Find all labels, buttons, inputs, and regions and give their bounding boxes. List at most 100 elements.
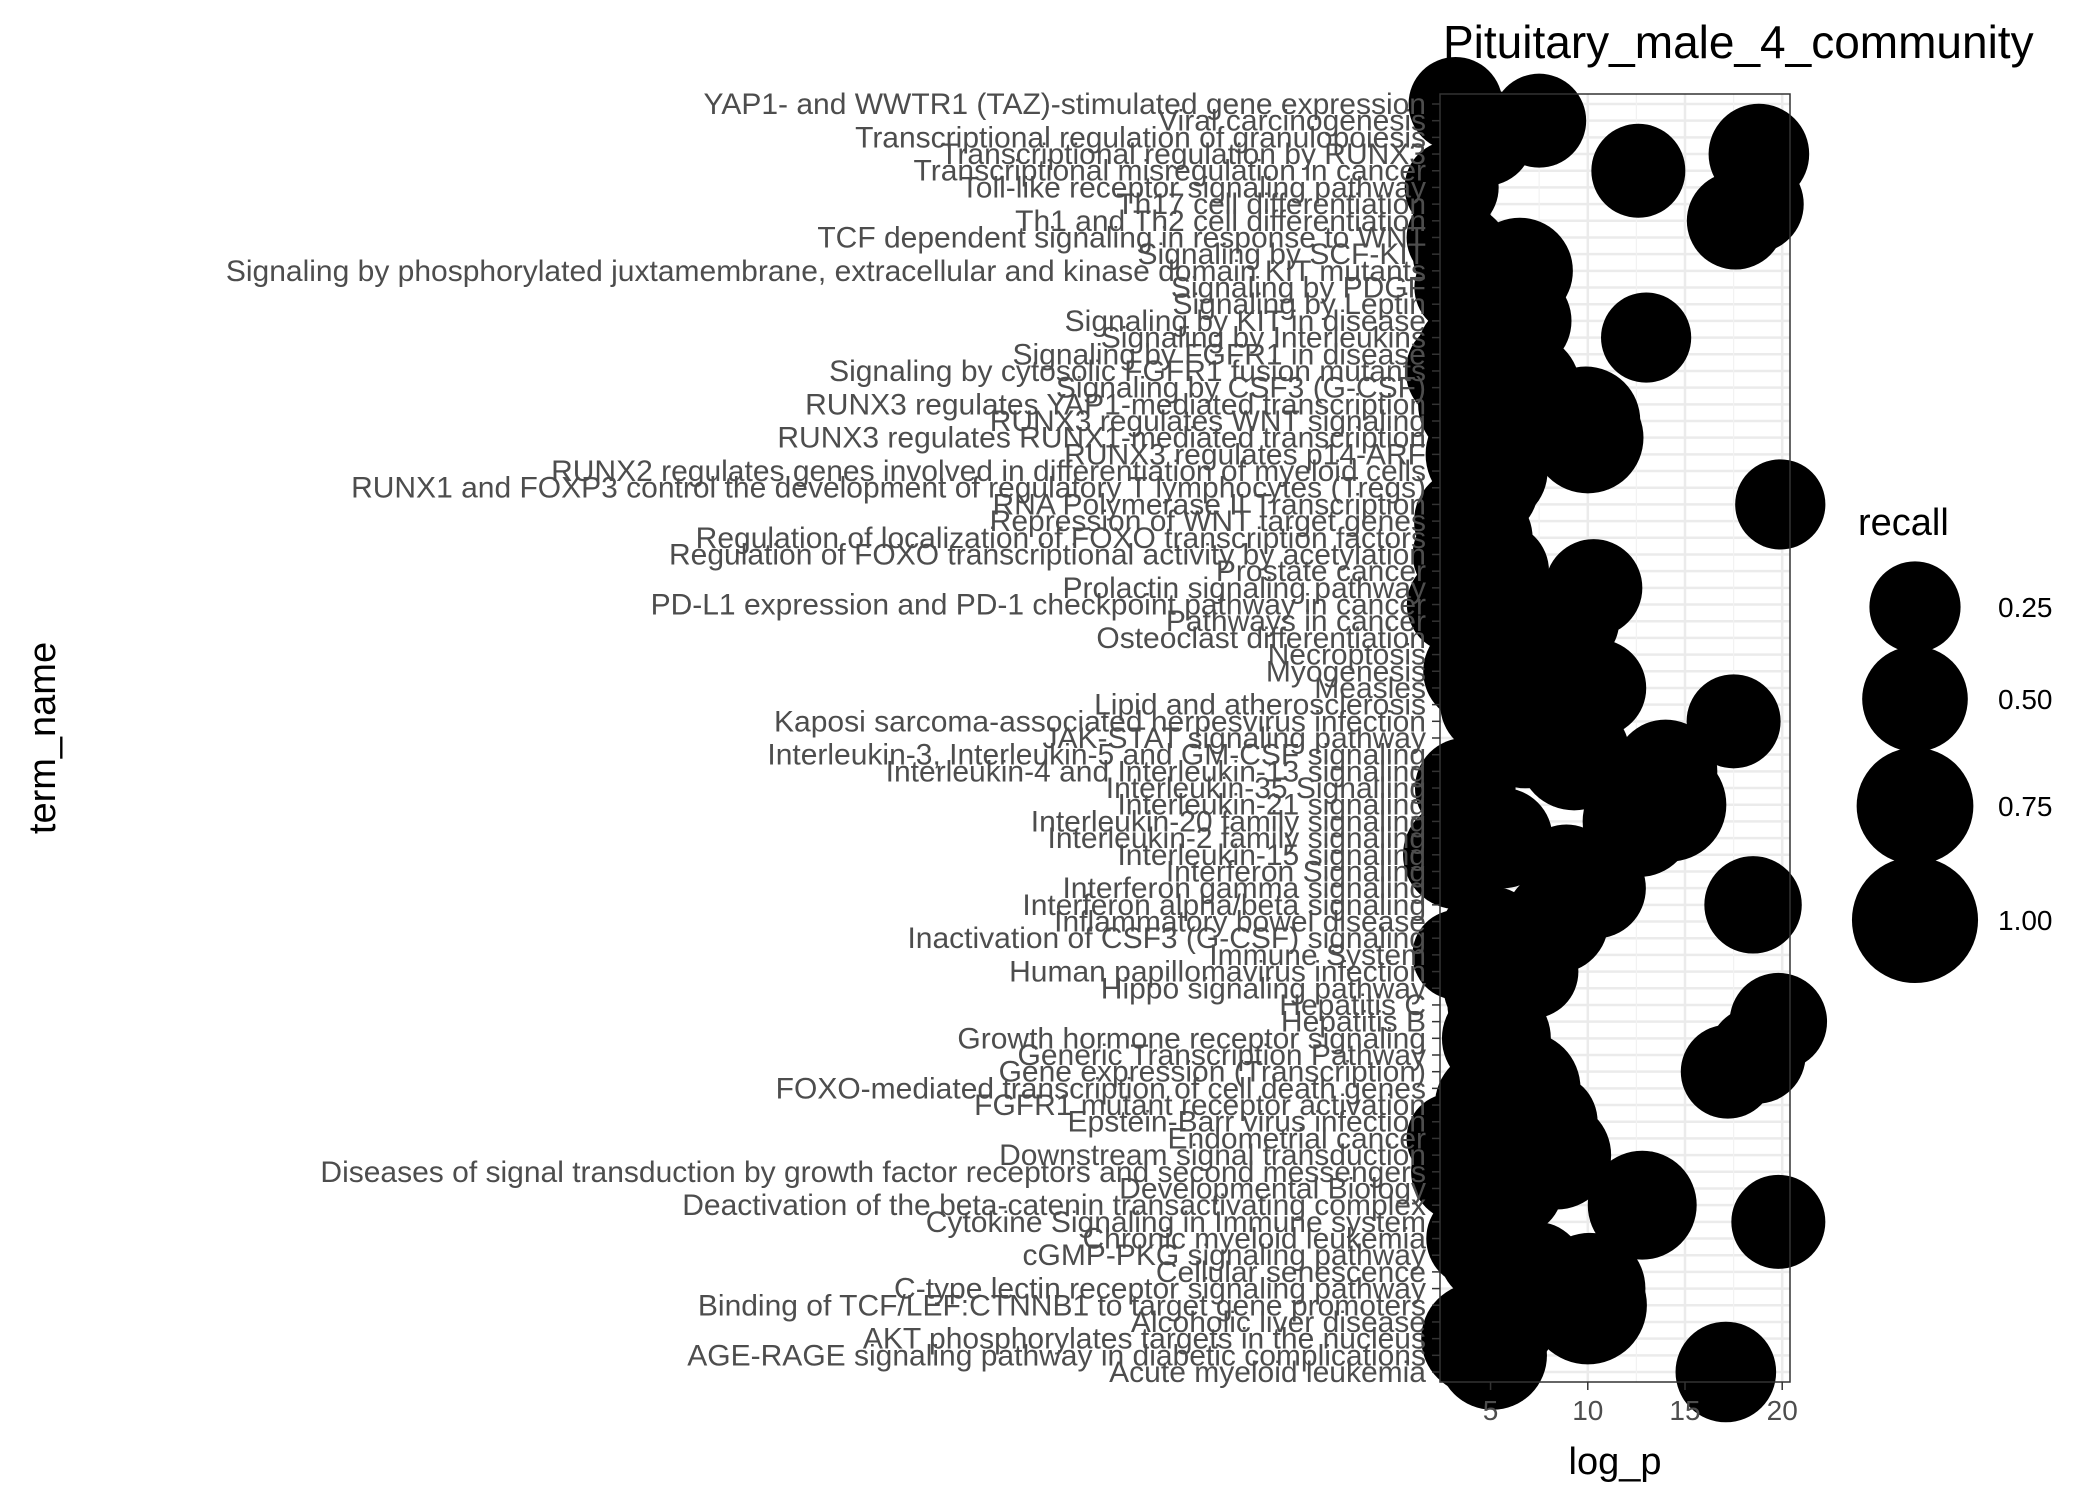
y-tick-label: Measles [1314, 672, 1426, 705]
y-tick-label: RNA Polymerase II Transcription [993, 488, 1427, 521]
y-tick-label: Interleukin-20 family signaling [1031, 805, 1426, 838]
y-tick-label: Interferon gamma signaling [1062, 872, 1426, 905]
y-tick-label: Epstein-Barr virus infection [1068, 1106, 1426, 1139]
y-tick-label: Th1 and Th2 cell differentiation [1015, 205, 1426, 238]
y-tick-label: RUNX3 regulates YAP1-mediated transcript… [805, 388, 1426, 421]
y-tick-label: Osteoclast differentiation [1096, 622, 1426, 655]
y-tick-label: Developmental Biology [1119, 1172, 1426, 1205]
legend-key [1869, 561, 1961, 653]
y-tick-label: Lipid and atherosclerosis [1094, 689, 1426, 722]
y-tick-label: Transcriptional regulation of granulopoi… [855, 121, 1426, 154]
data-point [1731, 1174, 1826, 1269]
y-tick-label: Human papillomavirus infection [1009, 956, 1426, 989]
y-tick-label: Interleukin-35 Signalling [1106, 772, 1426, 805]
y-tick-label: FOXO-mediated transcription of cell deat… [776, 1072, 1426, 1105]
y-tick-label: Cellular senescence [1156, 1256, 1426, 1289]
x-tick-label: 15 [1669, 1395, 1700, 1426]
x-axis: 5 10 15 20 [1483, 1382, 1798, 1426]
legend-key [1862, 646, 1968, 752]
y-tick-label: Regulation of FOXO transcriptional activ… [669, 538, 1426, 571]
y-tick-label: Interleukin-21 signaling [1117, 789, 1426, 822]
x-tick-label: 10 [1572, 1395, 1603, 1426]
y-tick-label: Diseases of signal transduction by growt… [320, 1156, 1426, 1189]
data-point [1680, 1024, 1775, 1119]
y-tick-label: Viral carcinogenesis [1158, 105, 1426, 138]
y-tick-label: Prostate cancer [1216, 555, 1426, 588]
y-tick-label: Chronic myeloid leukemia [1083, 1223, 1427, 1256]
y-tick-label: Signaling by cytosolic FGFR1 fusion muta… [829, 355, 1426, 388]
data-point [1686, 172, 1785, 270]
x-tick-label: 5 [1483, 1395, 1499, 1426]
y-tick-label: Interleukin-3, Interleukin-5 and GM-CSF … [767, 739, 1426, 772]
legend-label: 1.00 [1998, 905, 2053, 936]
y-tick-label: Signaling by CSF3 (G-CSF) [1056, 372, 1426, 405]
y-tick-label: Inactivation of CSF3 (G-CSF) signaling [907, 922, 1426, 955]
y-tick-label: Regulation of localization of FOXO trans… [696, 522, 1426, 555]
y-tick-label: Cytokine Signaling in Immune system [926, 1206, 1426, 1239]
data-point [1735, 459, 1826, 550]
y-tick-label: AKT phosphorylates targets in the nucleu… [863, 1323, 1426, 1356]
y-tick-label: Generic Transcription Pathway [1017, 1039, 1426, 1072]
y-tick-label: Acute myeloid leukemia [1109, 1356, 1426, 1389]
y-tick-label: TCF dependent signaling in response to W… [817, 221, 1426, 254]
data-point [1438, 1300, 1547, 1410]
data-point [1403, 800, 1512, 910]
data-point [1532, 381, 1644, 494]
y-tick-label: Transcriptional misregulation in cancer [914, 155, 1426, 188]
y-tick-label: RUNX3 regulates p14-ARF [1064, 438, 1426, 471]
y-tick-label: Prolactin signaling pathway [1062, 572, 1426, 605]
legend: recall 0.25 0.50 0.75 1.00 [1851, 502, 2053, 984]
y-tick-label: Interleukin-2 family signaling [1047, 822, 1426, 855]
y-tick-label: RUNX1 and FOXP3 control the development … [351, 472, 1426, 505]
legend-key [1856, 747, 1974, 865]
data-point [1675, 1321, 1777, 1423]
y-tick-label: JAK-STAT signaling pathway [1042, 722, 1426, 755]
y-axis: YAP1- and WWTR1 (TAZ)-stimulated gene ex… [226, 88, 1440, 1389]
data-point [1587, 1150, 1697, 1260]
y-tick-label: AGE-RAGE signaling pathway in diabetic c… [687, 1339, 1426, 1372]
y-tick-label: Kaposi sarcoma-associated herpesvirus in… [774, 705, 1426, 738]
y-tick-label: Immune System [1209, 939, 1426, 972]
y-tick-label: Repression of WNT target genes [990, 505, 1426, 538]
y-axis-title: term_name [22, 642, 64, 834]
chart-title: Pituitary_male_4_community [1443, 16, 2034, 68]
y-tick-label: Interleukin-15 signaling [1117, 839, 1426, 872]
y-tick-label: Signaling by Leptin [1172, 288, 1426, 321]
y-tick-label: Signaling by phosphorylated juxtamembran… [226, 255, 1426, 288]
data-point [1528, 1246, 1647, 1365]
y-tick-label: Signaling by SCF-KIT [1138, 238, 1426, 271]
y-tick-label: Myogenesis [1266, 655, 1426, 688]
y-tick-label: Binding of TCF/LEF:CTNNB1 to target gene… [698, 1289, 1426, 1322]
y-tick-label: Necroptosis [1268, 639, 1426, 672]
x-tick-label: 20 [1767, 1395, 1798, 1426]
y-tick-label: cGMP-PKG signaling pathway [1022, 1239, 1426, 1272]
y-tick-label: PD-L1 expression and PD-1 checkpoint pat… [651, 589, 1426, 622]
y-tick-label: Alcoholic liver disease [1131, 1306, 1426, 1339]
y-tick-label: RUNX2 regulates genes involved in differ… [551, 455, 1426, 488]
y-tick-label: Signaling by PDGF [1171, 272, 1426, 305]
y-tick-label: Interferon Signaling [1166, 855, 1426, 888]
y-tick-label: Interleukin-4 and Interleukin-13 signali… [886, 755, 1426, 788]
y-tick-label: YAP1- and WWTR1 (TAZ)-stimulated gene ex… [704, 88, 1426, 121]
legend-key [1851, 856, 1979, 984]
y-tick-label: Signaling by FGFR1 in disease [1012, 338, 1426, 371]
data-point [1704, 856, 1802, 954]
y-tick-label: RUNX3 regulates RUNX1-mediated transcrip… [777, 422, 1426, 455]
data-point [1686, 674, 1781, 769]
y-tick-label: Signaling by Interleukins [1101, 322, 1426, 355]
legend-title: recall [1858, 502, 1949, 544]
y-tick-label: Deactivation of the beta-catenin transac… [682, 1189, 1426, 1222]
y-tick-label: Endometrial cancer [1168, 1122, 1426, 1155]
y-tick-label: RUNX3 regulates WNT signaling [990, 405, 1426, 438]
y-tick-label: Growth hormone receptor signaling [957, 1022, 1426, 1055]
y-tick-label: FGFR1 mutant receptor activation [974, 1089, 1426, 1122]
data-point [1601, 292, 1692, 383]
y-tick-label: Th17 cell differentiation [1116, 188, 1426, 221]
y-tick-label: C-type lectin receptor signaling pathway [894, 1273, 1426, 1306]
legend-label: 0.75 [1998, 791, 2053, 822]
y-tick-label: Toll-like receptor signaling pathway [961, 171, 1426, 204]
data-points [1403, 57, 1828, 1423]
y-tick-label: Pathways in cancer [1166, 605, 1426, 638]
y-tick-label: Transcriptional regulation by RUNX3 [940, 138, 1426, 171]
